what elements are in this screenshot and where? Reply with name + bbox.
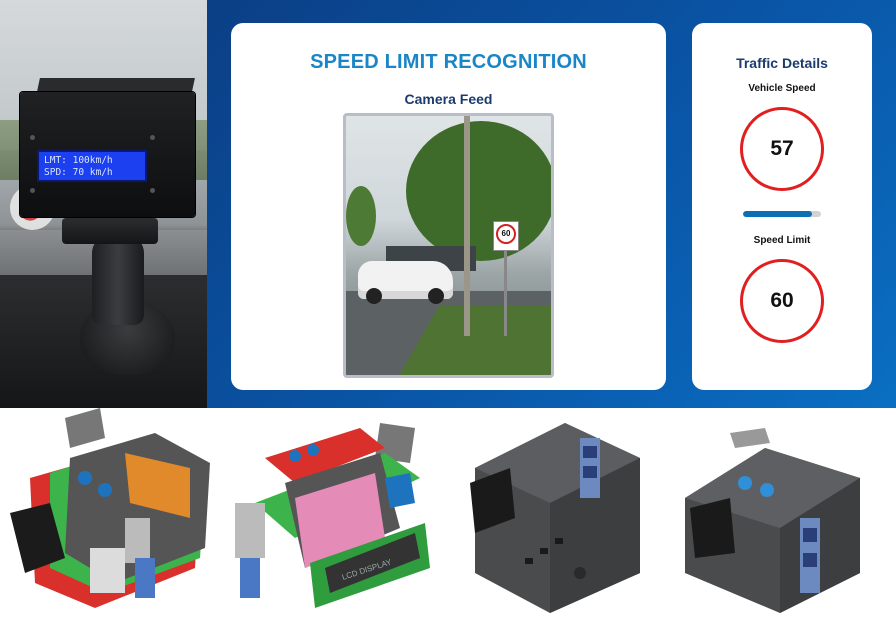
- camera-feed: 60: [343, 113, 554, 378]
- sign-post: [504, 251, 507, 336]
- camera-feed-label: Camera Feed: [404, 91, 493, 107]
- page-title: SPEED LIMIT RECOGNITION: [310, 51, 587, 73]
- vehicle-speed-label: Vehicle Speed: [748, 83, 816, 94]
- speed-sign: 60: [493, 221, 519, 251]
- render-enclosure-bottom: [470, 423, 640, 613]
- device-photo: LMT: 100km/h SPD: 70 km/h: [0, 0, 207, 408]
- speed-limit-value: 60: [770, 289, 794, 312]
- recognition-card: SPEED LIMIT RECOGNITION Camera Feed 60: [231, 23, 666, 390]
- speed-limit-gauge: 60: [740, 259, 824, 343]
- car-wheel: [428, 288, 444, 304]
- render-exploded-back: LCD DISPLAY: [235, 423, 430, 608]
- screw-icon: [150, 135, 155, 140]
- mount-arm: [92, 235, 144, 325]
- feed-tree: [406, 121, 551, 261]
- traffic-details-title: Traffic Details: [736, 55, 828, 71]
- feed-tree: [346, 186, 376, 246]
- lcd-line-speed: SPD: 70 km/h: [44, 167, 113, 178]
- vehicle-speed-value: 57: [770, 137, 794, 160]
- screw-icon: [30, 135, 35, 140]
- screw-icon: [150, 188, 155, 193]
- speed-sign-value: 60: [496, 224, 516, 244]
- speed-progress-fill: [743, 211, 812, 217]
- device-lcd: LMT: 100km/h SPD: 70 km/h: [37, 150, 147, 182]
- mount-bracket: [62, 218, 158, 244]
- lcd-line-limit: LMT: 100km/h: [44, 155, 113, 166]
- speed-limit-label: Speed Limit: [753, 235, 811, 246]
- traffic-details-card: Traffic Details Vehicle Speed 57 Speed L…: [692, 23, 872, 390]
- vehicle-speed-gauge: 57: [740, 107, 824, 191]
- device-renders: LCD DISPLAY: [0, 408, 896, 620]
- render-enclosure-top: [685, 428, 860, 613]
- render-exploded-front: [10, 408, 210, 608]
- speed-progress-bar: [743, 211, 821, 217]
- feed-pole: [464, 116, 470, 336]
- car-wheel: [366, 288, 382, 304]
- screw-icon: [30, 188, 35, 193]
